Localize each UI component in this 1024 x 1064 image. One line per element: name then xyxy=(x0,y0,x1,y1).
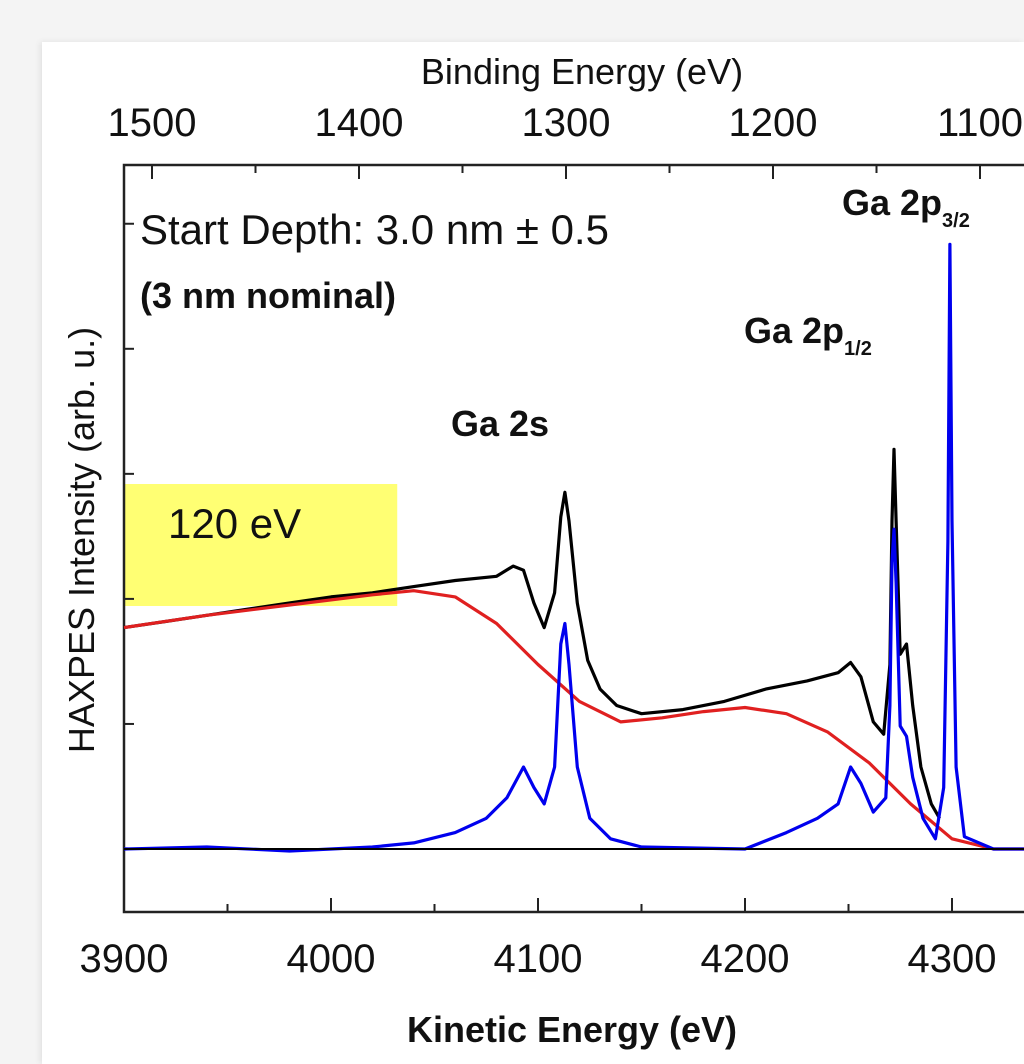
top-x-tick-label: 1100 xyxy=(937,101,1023,145)
depth-annotation: Start Depth: 3.0 nm ± 0.5 xyxy=(140,206,609,253)
x-tick-label: 4000 xyxy=(287,937,376,981)
x-tick-label: 3900 xyxy=(80,937,169,981)
highlight-label: 120 eV xyxy=(168,500,301,547)
highlight-region xyxy=(124,484,398,606)
top-x-tick-label: 1400 xyxy=(315,101,404,145)
series-line-1 xyxy=(123,589,1024,851)
series-line-0 xyxy=(123,447,941,820)
x-axis-title: Kinetic Energy (eV) xyxy=(407,1009,737,1050)
x-tick-label: 4300 xyxy=(908,937,997,981)
top-x-tick-label: 1500 xyxy=(108,101,197,145)
nominal-annotation: (3 nm nominal) xyxy=(140,275,396,316)
y-axis-title: HAXPES Intensity (arb. u.) xyxy=(61,327,102,753)
peak-label: Ga 2s xyxy=(451,403,549,444)
plot-frame xyxy=(122,163,1024,914)
x-tick-label: 4100 xyxy=(494,937,583,981)
peak-label: Ga 2p1/2 xyxy=(744,310,872,360)
top-x-axis-title: Binding Energy (eV) xyxy=(421,51,743,92)
series-line-2 xyxy=(123,242,1024,853)
top-x-tick-label: 1300 xyxy=(522,101,611,145)
x-tick-label: 4200 xyxy=(701,937,790,981)
top-x-tick-label: 1200 xyxy=(729,101,818,145)
peak-label: Ga 2p3/2 xyxy=(842,182,970,232)
